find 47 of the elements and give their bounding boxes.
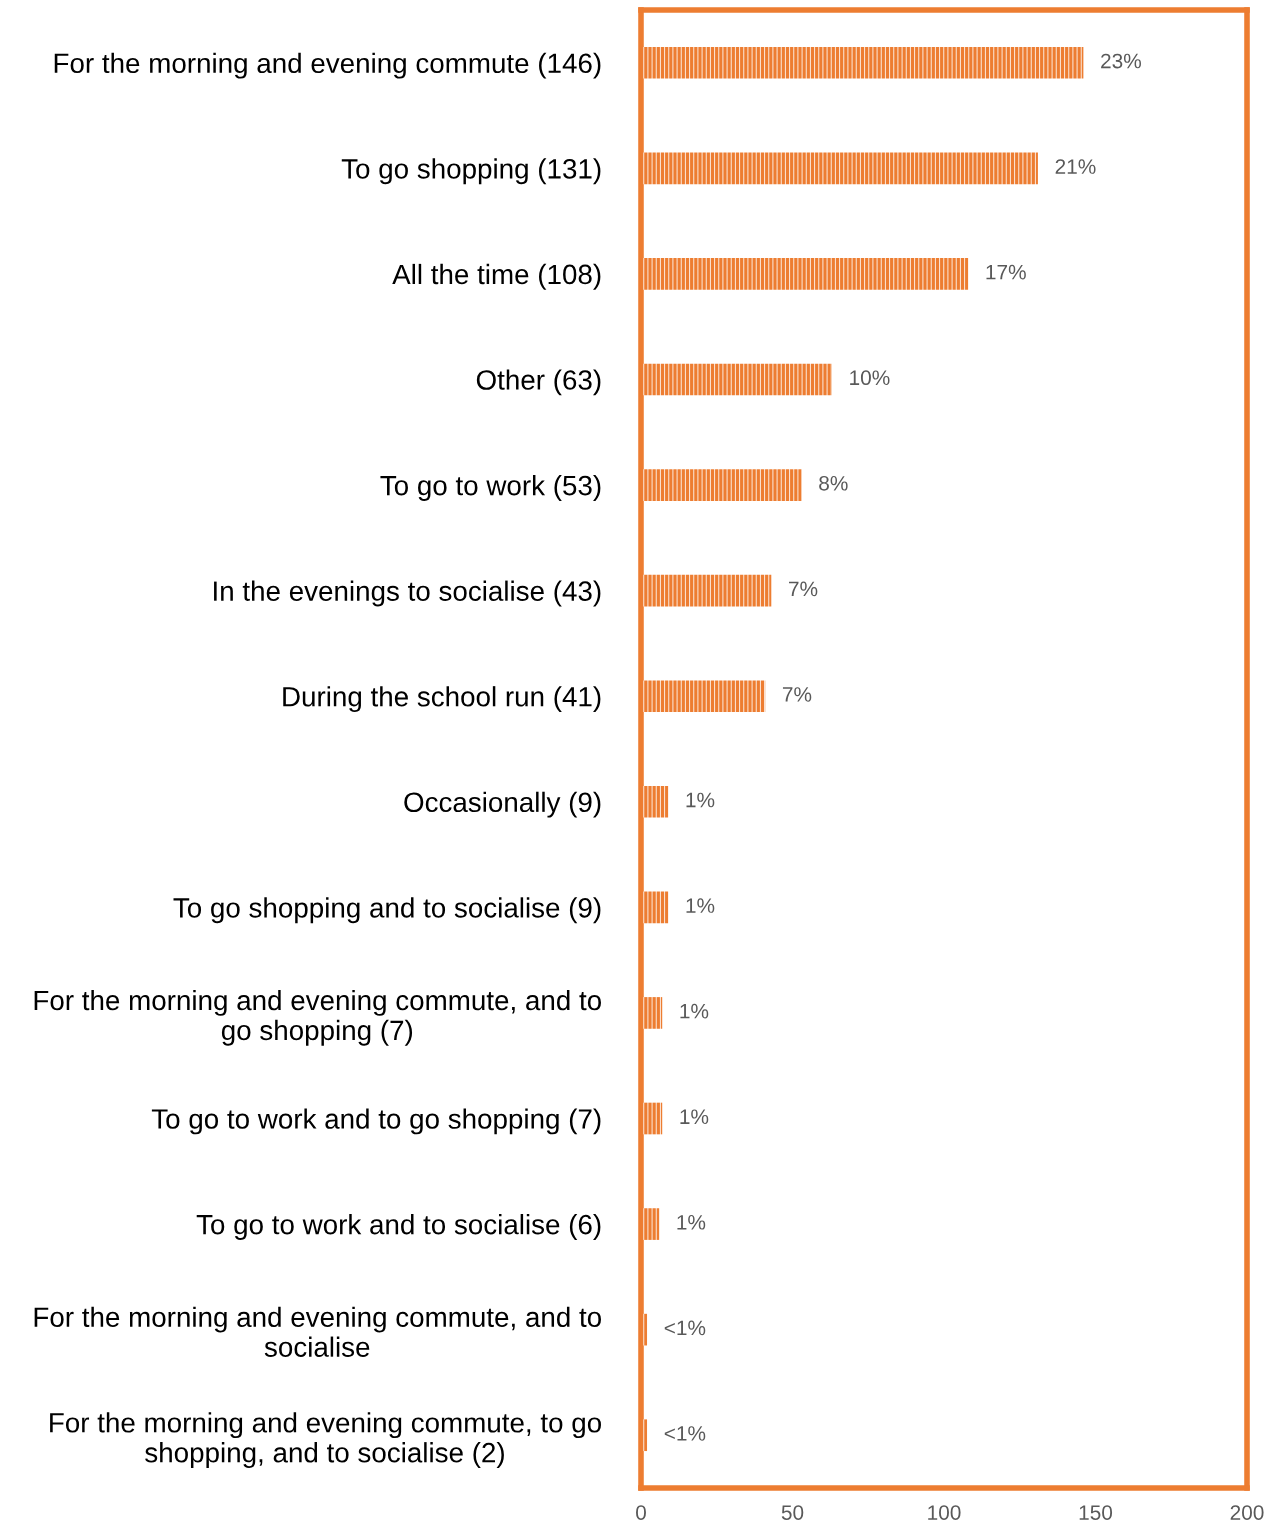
- bar: [641, 1313, 648, 1346]
- x-tick-label: 50: [781, 1505, 804, 1520]
- y-tick-label: Occasionally (9): [404, 791, 601, 818]
- bar: [641, 891, 669, 924]
- y-tick-label: All the time (108): [392, 263, 601, 290]
- x-tick-label: 100: [928, 1505, 961, 1520]
- bar: [641, 1208, 660, 1240]
- annotation: 23%: [1101, 53, 1141, 69]
- annotation: 7%: [789, 581, 818, 597]
- bar: [641, 1102, 663, 1135]
- y-tick-label: For the morning and evening commute (146): [54, 52, 601, 79]
- annotation: 1%: [680, 1003, 709, 1019]
- annotation: 1%: [680, 1109, 709, 1125]
- annotation: 10%: [850, 370, 890, 386]
- x-tick-label: 0: [636, 1505, 646, 1520]
- bar: [641, 997, 663, 1029]
- annotation: 1%: [686, 792, 715, 808]
- bar: [641, 469, 802, 501]
- annotation: 1%: [677, 1215, 706, 1230]
- y-tick-label: For the morning and evening commute, to go shopping, and to socialise (2): [50, 1412, 601, 1469]
- y-tick-label: To go to work and to go shopping (7): [151, 1108, 601, 1135]
- annotation: 21%: [1055, 159, 1096, 174]
- y-tick-label: For the morning and evening commute, and to go shopping (7): [34, 989, 601, 1046]
- bar: [641, 363, 832, 396]
- bar: [641, 680, 766, 713]
- bar: [641, 46, 1084, 79]
- y-tick-label: During the school run (41): [283, 686, 601, 713]
- y-tick-label: To go to work (53): [380, 475, 601, 501]
- annotation: 1%: [686, 898, 715, 913]
- annotation: 17%: [986, 264, 1026, 280]
- bar: [641, 258, 969, 290]
- bar: [641, 1419, 648, 1452]
- x-tick-label: 150: [1079, 1505, 1113, 1520]
- y-tick-label: To go shopping (131): [341, 158, 601, 185]
- x-tick-label: 200: [1230, 1505, 1264, 1520]
- bar: [641, 785, 669, 818]
- annotation: <1%: [664, 1320, 706, 1336]
- y-tick-label: In the evenings to socialise (43): [214, 580, 601, 607]
- y-tick-label: To go shopping and to socialise (9): [173, 897, 601, 924]
- y-tick-label: To go to work and to socialise (6): [196, 1214, 601, 1240]
- bar: [641, 574, 772, 607]
- y-tick-label: Other (63): [476, 369, 601, 396]
- annotation: 7%: [782, 687, 812, 702]
- annotation: <1%: [664, 1426, 706, 1441]
- bar: [641, 152, 1038, 185]
- annotation: 8%: [819, 475, 848, 491]
- y-tick-label: For the morning and evening commute, and to socialise: [34, 1306, 601, 1357]
